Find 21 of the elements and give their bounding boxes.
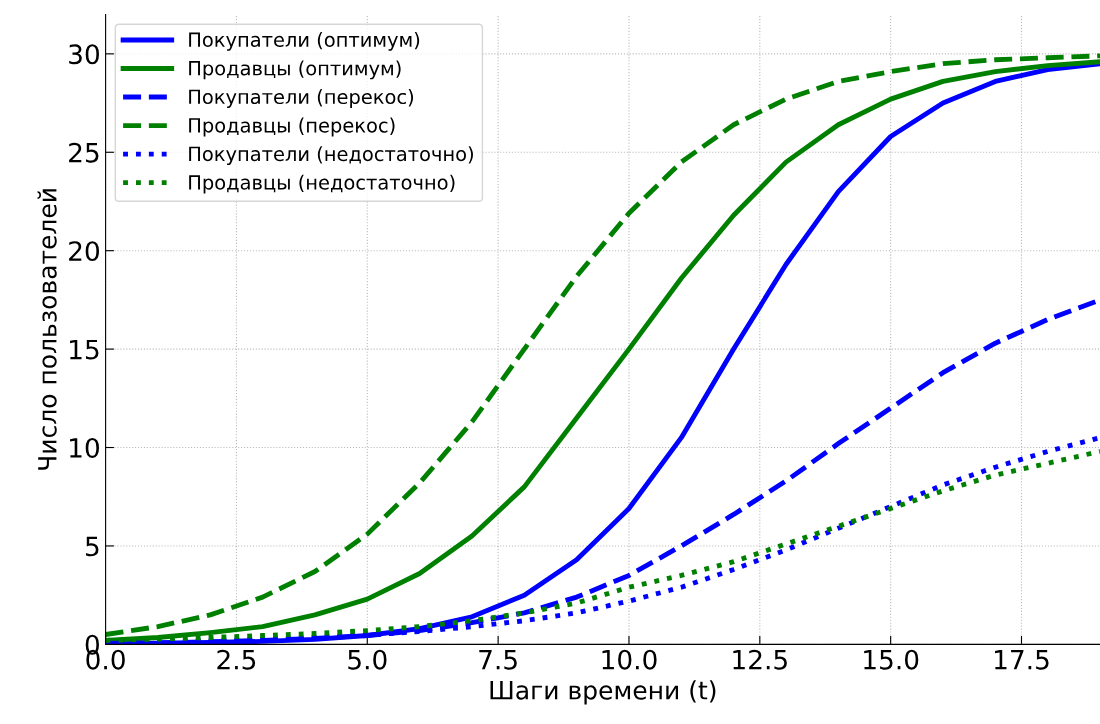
y-tick-label: 20 xyxy=(69,241,99,262)
x-tick-label: 2.5 xyxy=(217,649,256,670)
y-axis-title: Число пользователей xyxy=(37,189,57,470)
legend-label: Продавцы (перекос) xyxy=(189,117,395,137)
x-tick-label: 15.0 xyxy=(864,649,919,670)
x-tick-label: 12.5 xyxy=(733,649,787,670)
y-tick-label: 25 xyxy=(69,142,99,163)
legend-label: Покупатели (оптимум) xyxy=(189,32,420,51)
y-tick-label: 30 xyxy=(69,44,99,65)
x-tick-label: 17.5 xyxy=(995,650,1049,670)
legend-label: Покупатели (недостаточно) xyxy=(189,146,473,165)
y-tick-label: 10 xyxy=(70,437,99,458)
y-tick-label: 5 xyxy=(85,536,99,557)
legend-label: Покупатели (перекос) xyxy=(189,89,414,108)
x-tick-label: 7.5 xyxy=(479,650,517,670)
x-tick-label: 10.0 xyxy=(602,649,657,670)
y-tick-label: 15 xyxy=(70,339,99,360)
x-tick-label: 5.0 xyxy=(348,649,387,670)
x-axis-title: Шаги времени (t) xyxy=(490,680,716,705)
legend-label: Продавцы (недостаточно) xyxy=(189,174,455,194)
legend-label: Продавцы (оптимум) xyxy=(189,60,401,80)
